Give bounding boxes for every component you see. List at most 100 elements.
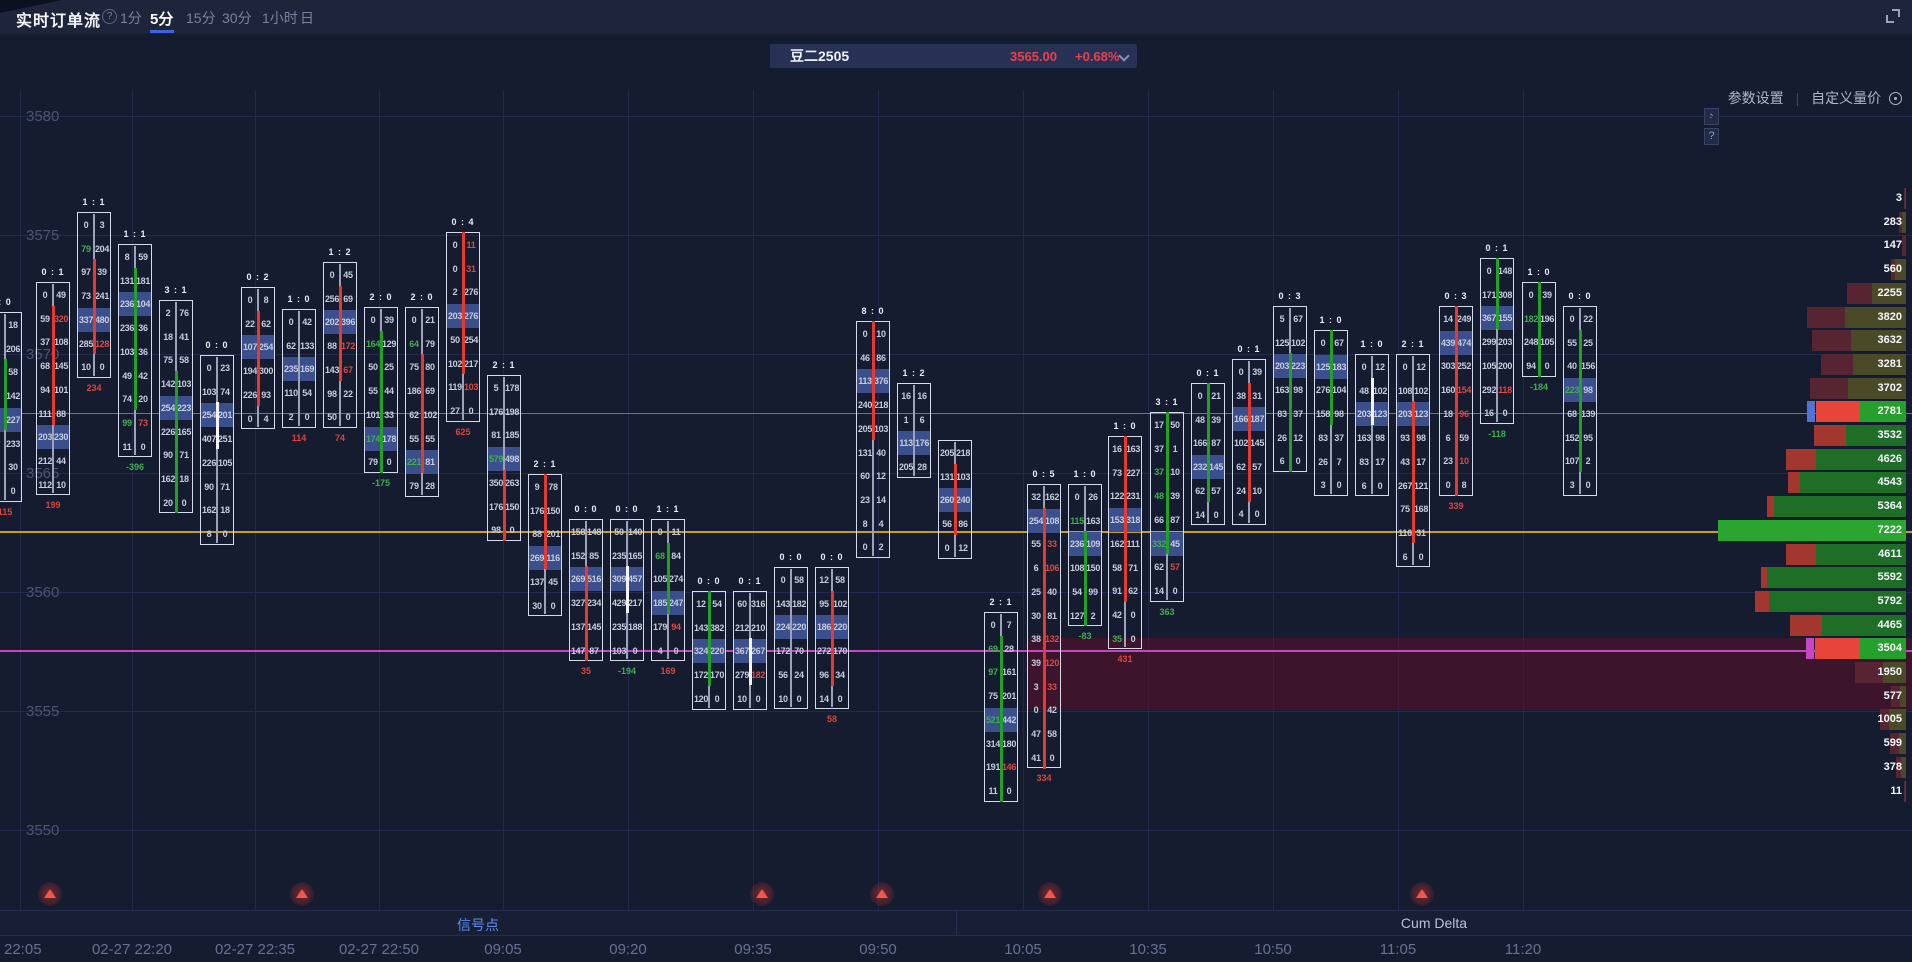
volume-bar-buy <box>1860 401 1906 423</box>
bid-volume-cell: 171 <box>1481 290 1497 300</box>
ask-volume-cell: 396 <box>340 317 356 327</box>
candle-row: 14 0 <box>1192 503 1224 527</box>
ask-volume-cell: 20 <box>138 394 148 404</box>
volume-profile-value: 4465 <box>1877 618 1902 631</box>
bid-volume-cell: 56 <box>778 670 788 680</box>
time-gridline <box>878 90 879 910</box>
volume-profile-bar <box>1896 756 1906 778</box>
bid-volume-cell: 18 <box>1443 409 1453 419</box>
ask-volume-cell: 28 <box>425 481 435 491</box>
candle-box: 5 67 125 102 203 223 163 98 83 37 26 12 6 0 <box>1273 306 1307 472</box>
time-axis-label: 09:05 <box>484 941 522 958</box>
tab-1hour[interactable]: 1小时 <box>262 10 298 26</box>
candle-row: 42 0 <box>1109 603 1141 627</box>
bid-volume-cell: 350 <box>488 478 504 488</box>
candle-body-segment <box>1123 436 1127 602</box>
candle-body-segment <box>999 636 1003 802</box>
ask-volume-cell: 170 <box>709 670 725 680</box>
corner-logo-notch <box>0 0 62 13</box>
ask-volume-cell: 0 <box>1049 753 1055 763</box>
ask-volume-cell: 155 <box>1497 313 1513 323</box>
candle-row: 83 37 <box>1274 402 1306 426</box>
ask-volume-cell: 2 <box>1585 456 1591 466</box>
candle-body-segment <box>1083 531 1087 626</box>
footprint-candle: 1 : 0 0 12 48 102 203 123 163 98 83 17 6 0 <box>1355 339 1389 496</box>
time-gridline <box>1523 90 1524 910</box>
candle-row: 110 54 <box>283 381 315 405</box>
volume-bar-buy <box>1846 425 1906 446</box>
candle-row: 17 50 <box>1151 413 1183 437</box>
imbalance-ratio-label: 0 : 0 <box>779 552 803 562</box>
price-gridline <box>0 711 1912 712</box>
panel-help-button[interactable]: ? <box>1704 128 1719 145</box>
bid-volume-cell: 0 <box>944 543 950 553</box>
bid-volume-cell: 314 <box>985 739 1001 749</box>
settings-button[interactable]: 参数设置 <box>1727 90 1784 106</box>
footprint-candle: 0 : 1 0 49 59 320 37 108 68 145 94 101 111 88 203 230 2… <box>36 267 70 510</box>
bid-volume-cell: 0 <box>247 414 253 424</box>
ask-volume-cell: 86 <box>958 519 968 529</box>
candle-row: 88 172 <box>324 334 356 358</box>
candle-row: 26 7 <box>1315 450 1347 474</box>
volume-bar-buy <box>1845 306 1906 328</box>
ask-volume-cell: 76 <box>179 308 189 318</box>
ask-volume-cell: 31 <box>1416 528 1426 538</box>
active-tab-underline <box>150 30 174 33</box>
candle-row: 24 10 <box>1233 479 1265 503</box>
candle-row: 50 0 <box>324 405 356 429</box>
signal-marker-icon <box>38 882 62 906</box>
ask-volume-cell: 37 <box>1334 433 1344 443</box>
ask-volume-cell: 103 <box>955 472 971 482</box>
candle-box: 158 148 152 85 269 516 327 234 137 145 147 87 <box>569 519 603 661</box>
gear-icon[interactable] <box>1889 92 1902 105</box>
footprint-candle: 1 : 1 0 11 68 84 105 274 185 247 179 94 4 0 169 <box>651 504 685 676</box>
bid-volume-cell: 64 <box>409 339 419 349</box>
fullscreen-expand-icon[interactable] <box>1886 9 1900 23</box>
footprint-candle: 205 218 131 103 260 240 56 86 0 12 <box>938 440 972 559</box>
ask-volume-cell: 180 <box>1001 739 1017 749</box>
candle-row: 103 74 <box>201 380 233 404</box>
candle-body-segment <box>379 331 383 473</box>
imbalance-ratio-label: 2 : 1 <box>989 597 1013 607</box>
candle-row: 102 217 <box>447 352 479 376</box>
volume-bar-sell <box>1767 496 1774 518</box>
candle-row: 79 28 <box>406 474 438 498</box>
ask-volume-cell: 99 <box>1088 587 1098 597</box>
signal-points-toggle[interactable]: 信号点 <box>457 917 499 933</box>
candle-row: 233 <box>0 432 21 456</box>
time-gridline <box>20 90 21 910</box>
bid-volume-cell: 56 <box>942 519 952 529</box>
ask-volume-cell: 133 <box>299 341 315 351</box>
candle-row: 50 140 <box>611 520 643 544</box>
tab-5min[interactable]: 5分 <box>150 11 174 28</box>
ask-volume-cell: 188 <box>627 622 643 632</box>
candle-body-segment <box>1495 258 1499 329</box>
candle-row: 0 22 <box>1564 307 1596 331</box>
candle-box: 0 39 38 31 166 187 102 145 62 57 24 10 4 0 <box>1232 359 1266 525</box>
candle-row: 0 26 <box>1069 485 1101 509</box>
help-icon[interactable]: ? <box>102 9 117 24</box>
footprint-candle: 2 : 0 0 21 64 79 75 80 186 69 62 102 55 55 221 81 79 28 <box>405 292 439 498</box>
tab-1min[interactable]: 1分 <box>120 10 142 26</box>
candle-body-segment <box>748 638 752 685</box>
time-axis-label: 09:35 <box>734 941 772 958</box>
ask-volume-cell: 10 <box>1252 486 1262 496</box>
candle-row: 212 210 <box>734 616 766 640</box>
tab-30min[interactable]: 30分 <box>222 10 252 26</box>
tab-day[interactable]: 日 <box>300 10 314 26</box>
candle-row: 6 59 <box>1440 426 1472 450</box>
instrument-selector[interactable]: 豆二2505 3565.00 +0.68% <box>770 44 1137 68</box>
bid-volume-cell: 205 <box>857 424 873 434</box>
ask-volume-cell: 39 <box>1211 415 1221 425</box>
candle-delta-label: 114 <box>291 433 307 443</box>
volume-profile-value: 5364 <box>1877 500 1902 513</box>
ask-volume-cell: 58 <box>794 575 804 585</box>
candle-row: 90 71 <box>160 443 192 467</box>
custom-volume-price-button[interactable]: 自定义量价 <box>1811 90 1882 106</box>
bid-volume-cell: 147 <box>570 646 586 656</box>
bid-volume-cell: 16 <box>1484 408 1494 418</box>
tab-15min[interactable]: 15分 <box>186 10 216 26</box>
footprint-candle: 2 : 1 0 7 69 28 97 161 75 201 521 442 314 180 191 146 1… <box>984 597 1018 802</box>
volume-profile-bar <box>1790 614 1906 636</box>
